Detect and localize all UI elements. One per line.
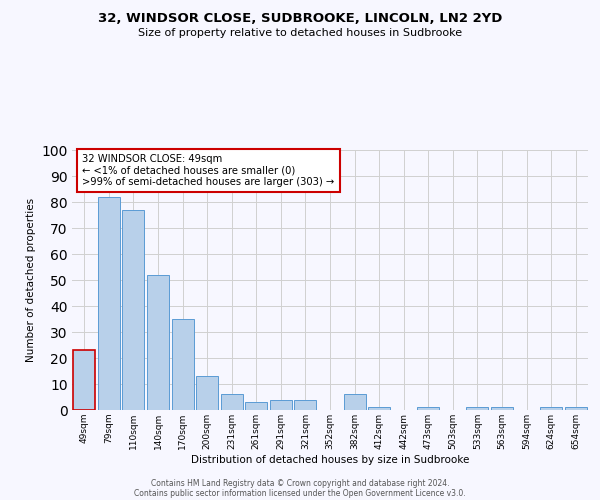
Bar: [98, 197, 120, 410]
Bar: [221, 394, 243, 410]
Text: 32, WINDSOR CLOSE, SUDBROOKE, LINCOLN, LN2 2YD: 32, WINDSOR CLOSE, SUDBROOKE, LINCOLN, L…: [98, 12, 502, 26]
Bar: [491, 408, 513, 410]
Bar: [172, 319, 194, 410]
Text: Contains public sector information licensed under the Open Government Licence v3: Contains public sector information licen…: [134, 488, 466, 498]
Bar: [270, 400, 292, 410]
Bar: [540, 408, 562, 410]
Bar: [295, 400, 316, 410]
Text: 32 WINDSOR CLOSE: 49sqm
← <1% of detached houses are smaller (0)
>99% of semi-de: 32 WINDSOR CLOSE: 49sqm ← <1% of detache…: [82, 154, 335, 187]
Y-axis label: Number of detached properties: Number of detached properties: [26, 198, 36, 362]
Bar: [344, 394, 365, 410]
Bar: [565, 408, 587, 410]
Bar: [122, 210, 145, 410]
Text: Size of property relative to detached houses in Sudbrooke: Size of property relative to detached ho…: [138, 28, 462, 38]
Bar: [466, 408, 488, 410]
X-axis label: Distribution of detached houses by size in Sudbrooke: Distribution of detached houses by size …: [191, 454, 469, 464]
Bar: [368, 408, 390, 410]
Bar: [245, 402, 268, 410]
Text: Contains HM Land Registry data © Crown copyright and database right 2024.: Contains HM Land Registry data © Crown c…: [151, 478, 449, 488]
Bar: [73, 350, 95, 410]
Bar: [147, 275, 169, 410]
Bar: [196, 376, 218, 410]
Bar: [417, 408, 439, 410]
